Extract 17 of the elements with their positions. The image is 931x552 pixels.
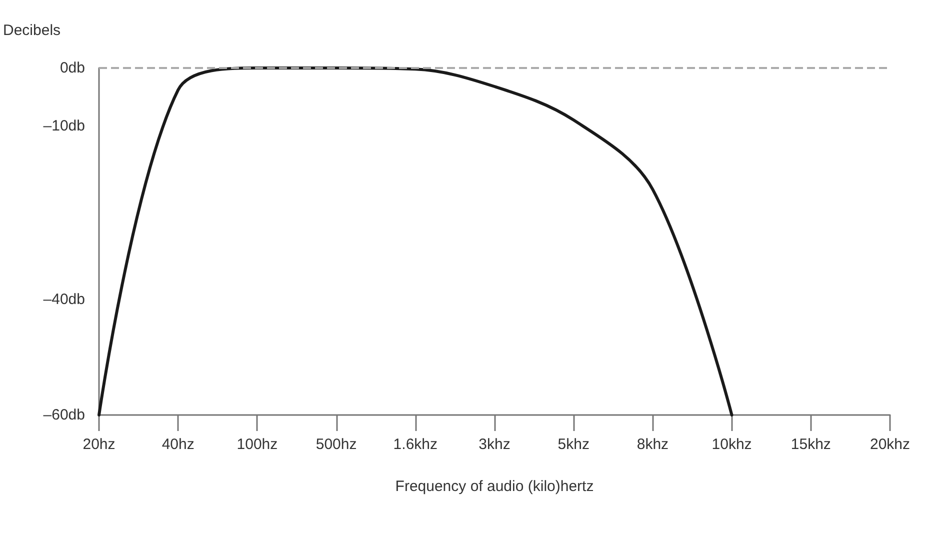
x-tick-label: 100hz bbox=[236, 436, 278, 453]
x-tick-label: 20hz bbox=[82, 436, 116, 453]
y-tick-label: 0db bbox=[60, 60, 85, 76]
x-tick-label: 15khz bbox=[790, 436, 831, 453]
x-tick-label: 40hz bbox=[162, 436, 194, 453]
x-axis-title: Frequency of audio (kilo)hertz bbox=[395, 478, 594, 495]
x-tick-label: 10khz bbox=[712, 436, 752, 453]
x-tick-label: 3khz bbox=[478, 436, 510, 453]
x-tick-label: 20khz bbox=[870, 436, 910, 453]
x-tick-label: 1.6khz bbox=[393, 436, 438, 453]
y-tick-label: –60db bbox=[43, 406, 85, 424]
x-tick-label: 500hz bbox=[316, 436, 357, 453]
x-tick-label: 5khz bbox=[558, 436, 590, 453]
x-tick-label: 8khz bbox=[636, 436, 669, 453]
y-axis-title: Decibels bbox=[3, 22, 61, 39]
y-tick-label: –40db bbox=[43, 290, 85, 308]
y-tick-label: –10db bbox=[43, 117, 85, 134]
